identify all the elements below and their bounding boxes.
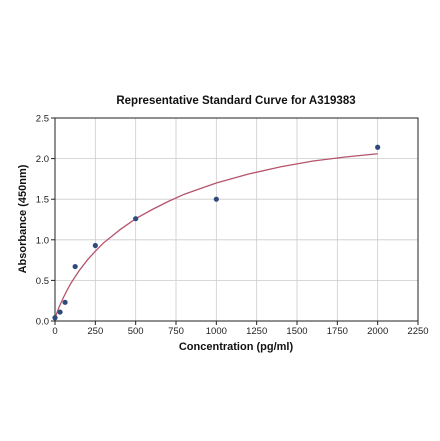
data-point [72, 263, 78, 270]
axis-ticks: 0 250 500 750 1000 1250 1500 1750 2000 2250 0.0 0.5… [36, 114, 429, 338]
data-point [52, 315, 58, 321]
x-tick-label: 250 [87, 326, 103, 337]
x-tick-label: 1750 [327, 326, 348, 337]
y-tick-label: 0.5 [36, 276, 49, 287]
data-point [57, 309, 63, 315]
fit-curve-line [54, 153, 378, 319]
data-point [375, 144, 381, 150]
x-tick-label: 500 [128, 326, 144, 337]
data-point [133, 216, 139, 222]
x-axis-label: Concentration (pg/ml) [179, 341, 294, 353]
grid-lines [54, 117, 419, 322]
x-tick-label: 2000 [367, 326, 388, 337]
y-tick-label: 1.5 [36, 195, 49, 206]
y-axis-label: Absorbance (450nm) [17, 164, 29, 273]
data-point [213, 196, 219, 202]
x-tick-label: 2250 [407, 326, 428, 337]
chart-title: Representative Standard Curve for A31938… [116, 95, 355, 107]
y-tick-label: 2.0 [36, 154, 49, 165]
y-tick-label: 0.0 [36, 317, 49, 328]
data-point [92, 242, 98, 249]
x-tick-label: 0 [52, 326, 57, 337]
data-point [62, 299, 68, 305]
y-tick-label: 1.0 [36, 235, 49, 246]
y-tick-label: 2.5 [36, 114, 49, 125]
x-tick-label: 1000 [206, 326, 227, 337]
x-tick-label: 1500 [286, 326, 307, 337]
x-tick-label: 750 [168, 326, 184, 337]
plot-frame [54, 117, 419, 322]
data-points [52, 144, 381, 321]
x-tick-label: 1250 [246, 326, 267, 337]
